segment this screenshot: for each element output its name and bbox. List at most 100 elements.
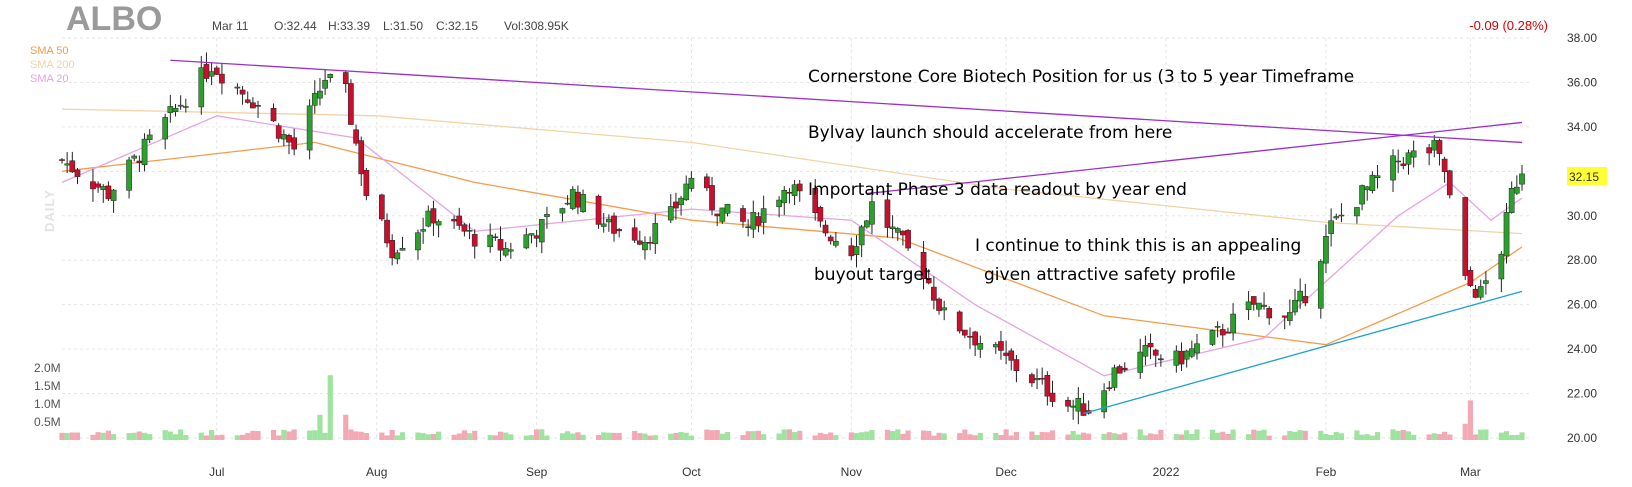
candle-body [182, 106, 189, 108]
candle-body [1390, 155, 1396, 181]
candle-body [544, 214, 550, 217]
support-trendline [1083, 290, 1523, 415]
candle-body [595, 195, 602, 225]
header-low: L:31.50 [383, 19, 423, 33]
candle-body [631, 227, 638, 241]
candle-body [502, 248, 509, 256]
volume-bar [673, 432, 679, 440]
volume-bar [926, 430, 932, 440]
volume-bar [792, 432, 798, 440]
volume-bar [1411, 434, 1417, 440]
candle-body [1256, 302, 1262, 310]
volume-bar [920, 430, 927, 440]
volume-bar [890, 431, 896, 440]
volume-tick-label: 0.5M [34, 415, 61, 429]
volume-bar [64, 433, 70, 440]
volume-bar [183, 435, 189, 440]
date-tick-label: Oct [682, 465, 701, 479]
candle-body [1467, 270, 1474, 286]
volume-bar [611, 432, 617, 440]
candle-body [306, 105, 313, 151]
volume-bar [993, 433, 999, 440]
candle-body [317, 90, 323, 99]
volume-bar [998, 435, 1004, 440]
volume-bar [1483, 429, 1489, 440]
candle-body [126, 159, 132, 191]
candle-body [652, 223, 659, 245]
volume-bar [575, 432, 581, 440]
volume-bar [606, 432, 612, 440]
volume-bar [683, 432, 689, 440]
candle-body [95, 183, 101, 188]
volume-bar [136, 431, 142, 440]
candle-body [1178, 350, 1185, 365]
volume-bar [616, 432, 622, 440]
volume-bar [1354, 430, 1360, 440]
volume-bar [1158, 429, 1164, 440]
volume-tick-label: 2.0M [34, 361, 61, 375]
resistance-trendline [170, 59, 1523, 144]
candle-body [239, 89, 246, 95]
candle-body [1436, 140, 1443, 154]
volume-bar [1153, 434, 1159, 440]
candle-body [244, 99, 251, 103]
volume-bar [141, 432, 148, 440]
volume-bar [1318, 430, 1324, 440]
candle-body [812, 187, 819, 214]
volume-bar [286, 431, 292, 440]
volume-bar [172, 434, 179, 440]
candle-body [678, 197, 684, 206]
candle-body [1075, 398, 1082, 412]
volume-bar [817, 432, 823, 440]
volume-bar [668, 433, 674, 440]
volume-bar [1478, 429, 1484, 440]
candle-body [616, 229, 622, 232]
candle-body [1142, 344, 1149, 357]
candle-body [425, 210, 432, 227]
candle-body [1173, 350, 1180, 366]
candle-body [487, 234, 494, 248]
volume-bar [1230, 429, 1236, 440]
volume-bar [967, 434, 973, 440]
volume-bar [1034, 434, 1040, 440]
rising-trendline [866, 121, 1523, 195]
volume-bar [601, 432, 607, 440]
candle-body [709, 185, 715, 211]
volume-bar [1390, 429, 1396, 440]
candle-body [1065, 399, 1071, 407]
volume-bar [203, 435, 210, 440]
candle-body [131, 155, 138, 159]
candle-body [1503, 212, 1510, 257]
candle-body [146, 134, 153, 140]
candle-body [1225, 332, 1231, 334]
candle-body [69, 160, 76, 173]
volume-bar [864, 431, 870, 440]
candle-body [1106, 387, 1113, 389]
annotation-bylvay: Bylvay launch should accelerate from her… [808, 123, 1172, 143]
candle-body [992, 344, 999, 348]
price-change: -0.09 (0.28%) [1469, 18, 1548, 33]
volume-bar [570, 433, 576, 440]
volume-bar [1442, 431, 1448, 440]
volume-bar [714, 430, 720, 440]
volume-bar [327, 375, 333, 440]
candle-body [523, 234, 530, 249]
volume-bar [281, 429, 287, 440]
volume-bar [776, 433, 782, 440]
header-date: Mar 11 [212, 19, 249, 33]
volume-bar [1395, 430, 1401, 440]
candle-body [379, 194, 385, 220]
volume-bar [580, 434, 586, 440]
candle-body [1261, 304, 1267, 307]
candle-body [1230, 313, 1236, 334]
volume-bar [745, 431, 751, 440]
volume-bar [822, 434, 829, 440]
price-tick-label: 30.00 [1567, 209, 1597, 223]
volume-bar [379, 432, 385, 440]
candle-body [1245, 301, 1252, 310]
candle-body [740, 208, 746, 222]
candle-body [136, 160, 143, 164]
candle-body [647, 242, 653, 244]
sma-200-line [61, 108, 1523, 235]
volume-bar [1323, 433, 1329, 440]
